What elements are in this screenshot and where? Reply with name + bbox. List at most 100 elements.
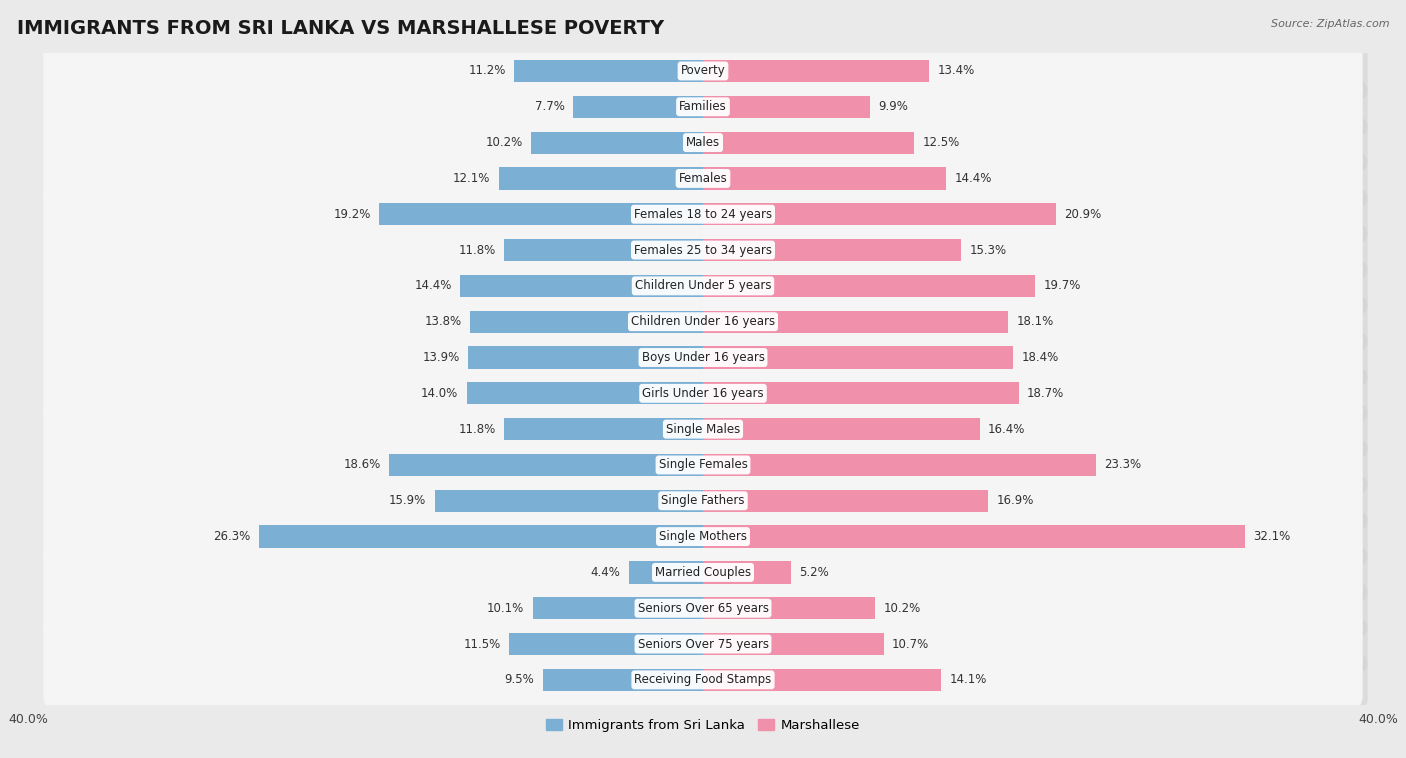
Text: 9.9%: 9.9%	[879, 100, 908, 113]
FancyBboxPatch shape	[44, 260, 1362, 312]
Bar	[703, 274, 1035, 297]
FancyBboxPatch shape	[44, 547, 1362, 598]
FancyBboxPatch shape	[44, 439, 1362, 490]
Text: Single Females: Single Females	[658, 459, 748, 471]
Text: 11.8%: 11.8%	[458, 243, 495, 256]
Text: Boys Under 16 years: Boys Under 16 years	[641, 351, 765, 364]
Bar	[531, 131, 703, 154]
Text: Seniors Over 75 years: Seniors Over 75 years	[637, 637, 769, 650]
Bar	[703, 525, 1244, 548]
Bar	[703, 562, 790, 584]
Text: 18.6%: 18.6%	[343, 459, 381, 471]
Bar	[467, 382, 703, 405]
Text: 11.8%: 11.8%	[458, 423, 495, 436]
Bar	[703, 311, 1008, 333]
Text: Girls Under 16 years: Girls Under 16 years	[643, 387, 763, 399]
Text: 23.3%: 23.3%	[1105, 459, 1142, 471]
Text: 16.4%: 16.4%	[988, 423, 1025, 436]
FancyBboxPatch shape	[48, 334, 1368, 385]
Bar	[499, 168, 703, 190]
Bar	[515, 60, 703, 82]
Bar	[703, 597, 875, 619]
FancyBboxPatch shape	[48, 369, 1368, 421]
FancyBboxPatch shape	[44, 619, 1362, 670]
Bar	[703, 490, 988, 512]
Bar	[628, 562, 703, 584]
FancyBboxPatch shape	[48, 405, 1368, 457]
Bar	[703, 346, 1014, 368]
FancyBboxPatch shape	[44, 511, 1362, 562]
FancyBboxPatch shape	[48, 190, 1368, 242]
Bar	[389, 454, 703, 476]
Bar	[703, 669, 941, 691]
Text: 13.4%: 13.4%	[938, 64, 974, 77]
FancyBboxPatch shape	[44, 368, 1362, 419]
Text: 13.9%: 13.9%	[423, 351, 460, 364]
FancyBboxPatch shape	[48, 441, 1368, 493]
FancyBboxPatch shape	[48, 226, 1368, 277]
Text: Married Couples: Married Couples	[655, 566, 751, 579]
Text: 10.7%: 10.7%	[891, 637, 929, 650]
Bar	[543, 669, 703, 691]
Text: Single Mothers: Single Mothers	[659, 530, 747, 543]
Text: Receiving Food Stamps: Receiving Food Stamps	[634, 673, 772, 686]
Text: 13.8%: 13.8%	[425, 315, 461, 328]
FancyBboxPatch shape	[44, 475, 1362, 527]
FancyBboxPatch shape	[44, 152, 1362, 204]
Bar	[703, 633, 883, 655]
Text: 11.2%: 11.2%	[468, 64, 506, 77]
Text: 9.5%: 9.5%	[505, 673, 534, 686]
Bar	[434, 490, 703, 512]
Text: Seniors Over 65 years: Seniors Over 65 years	[637, 602, 769, 615]
Bar	[380, 203, 703, 225]
Bar	[703, 60, 929, 82]
Text: 19.7%: 19.7%	[1043, 280, 1081, 293]
FancyBboxPatch shape	[48, 656, 1368, 707]
Text: Females 18 to 24 years: Females 18 to 24 years	[634, 208, 772, 221]
Text: 19.2%: 19.2%	[333, 208, 371, 221]
Text: 14.1%: 14.1%	[949, 673, 987, 686]
FancyBboxPatch shape	[44, 296, 1362, 347]
Text: 32.1%: 32.1%	[1253, 530, 1291, 543]
Bar	[574, 96, 703, 118]
Text: 5.2%: 5.2%	[799, 566, 830, 579]
Text: Poverty: Poverty	[681, 64, 725, 77]
Text: Single Fathers: Single Fathers	[661, 494, 745, 507]
Bar	[509, 633, 703, 655]
FancyBboxPatch shape	[44, 332, 1362, 384]
Text: 10.2%: 10.2%	[485, 136, 523, 149]
FancyBboxPatch shape	[44, 81, 1362, 133]
FancyBboxPatch shape	[48, 298, 1368, 349]
Text: 18.1%: 18.1%	[1017, 315, 1054, 328]
Bar	[703, 418, 980, 440]
Bar	[470, 311, 703, 333]
Text: 12.5%: 12.5%	[922, 136, 959, 149]
Bar	[503, 418, 703, 440]
Bar	[703, 96, 870, 118]
Bar	[460, 274, 703, 297]
Text: Females: Females	[679, 172, 727, 185]
Bar	[468, 346, 703, 368]
Text: 26.3%: 26.3%	[214, 530, 250, 543]
Text: 10.1%: 10.1%	[486, 602, 524, 615]
Text: 10.2%: 10.2%	[883, 602, 921, 615]
FancyBboxPatch shape	[48, 47, 1368, 99]
Text: Females 25 to 34 years: Females 25 to 34 years	[634, 243, 772, 256]
Bar	[703, 131, 914, 154]
Text: Children Under 16 years: Children Under 16 years	[631, 315, 775, 328]
Text: 15.3%: 15.3%	[970, 243, 1007, 256]
Text: 14.0%: 14.0%	[422, 387, 458, 399]
Text: Males: Males	[686, 136, 720, 149]
FancyBboxPatch shape	[44, 45, 1362, 97]
FancyBboxPatch shape	[48, 155, 1368, 206]
Bar	[703, 454, 1097, 476]
Bar	[703, 203, 1056, 225]
FancyBboxPatch shape	[44, 654, 1362, 706]
Text: Families: Families	[679, 100, 727, 113]
Text: Children Under 5 years: Children Under 5 years	[634, 280, 772, 293]
FancyBboxPatch shape	[48, 83, 1368, 134]
Text: 12.1%: 12.1%	[453, 172, 491, 185]
FancyBboxPatch shape	[48, 549, 1368, 600]
FancyBboxPatch shape	[44, 189, 1362, 240]
FancyBboxPatch shape	[48, 477, 1368, 528]
